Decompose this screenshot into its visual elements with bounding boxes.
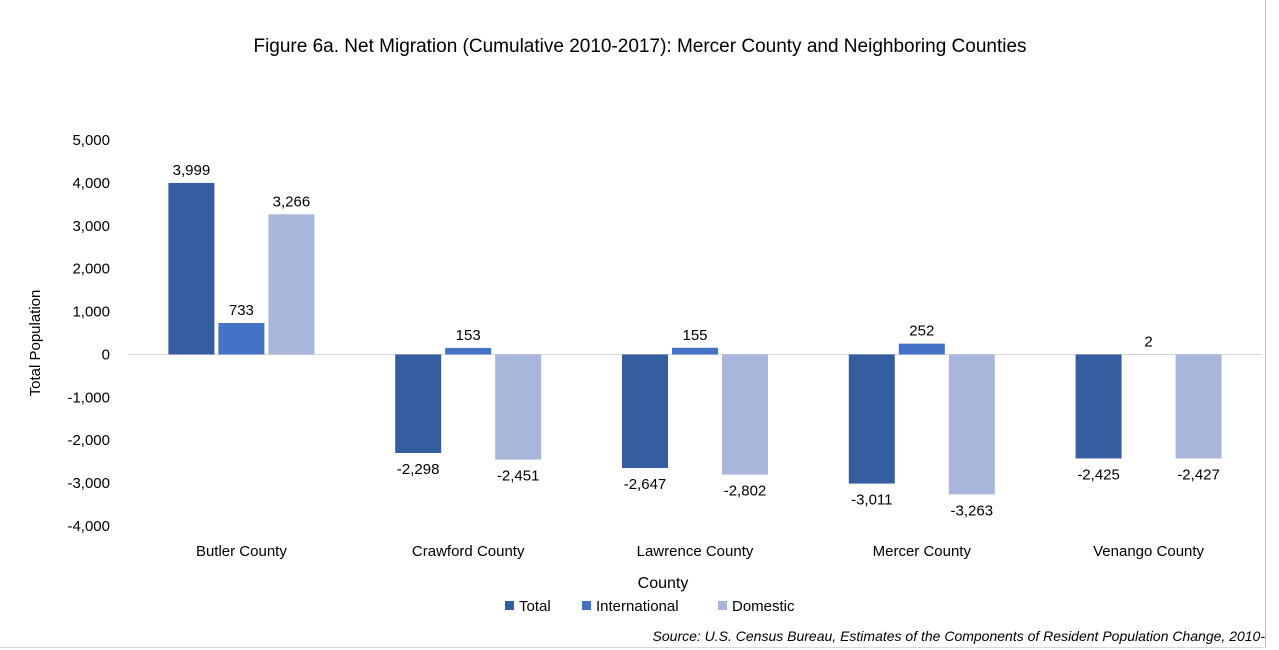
- data-label: -2,802: [724, 483, 767, 500]
- data-label: -2,451: [497, 468, 540, 485]
- legend-swatch: [718, 601, 727, 610]
- x-axis-label: County: [638, 575, 689, 592]
- legend: Total International Domestic: [505, 598, 795, 615]
- y-tick-label: 5,000: [72, 132, 110, 149]
- bar: [268, 214, 315, 355]
- bar: [948, 354, 995, 495]
- legend-swatch: [582, 601, 591, 610]
- bar: [168, 182, 215, 355]
- y-axis-label: Total Population: [27, 290, 44, 397]
- bar: [898, 343, 945, 355]
- data-label: 2: [1144, 333, 1152, 350]
- bar: [1175, 354, 1222, 459]
- data-label: -2,427: [1177, 467, 1220, 484]
- legend-swatch: [505, 601, 514, 610]
- bar: [848, 354, 895, 484]
- data-label: 733: [229, 302, 254, 319]
- y-tick-label: 4,000: [72, 175, 110, 192]
- data-label: 153: [456, 327, 481, 344]
- y-tick-label: -1,000: [67, 389, 110, 406]
- bar: [495, 354, 542, 460]
- data-label: -3,011: [851, 492, 892, 509]
- data-label: -2,425: [1077, 466, 1120, 483]
- bar: [218, 323, 265, 355]
- data-label: 3,266: [273, 193, 311, 210]
- data-label: 3,999: [173, 162, 211, 179]
- y-tick-label: 1,000: [72, 304, 110, 321]
- bar: [445, 347, 492, 355]
- data-label: -2,298: [397, 461, 440, 478]
- legend-label: Total: [519, 598, 551, 615]
- y-tick-label: 3,000: [72, 218, 110, 235]
- bar: [1075, 354, 1122, 459]
- x-axis-tick-labels: Butler County Crawford County Lawrence Cou…: [196, 543, 1205, 560]
- bar: [395, 354, 442, 454]
- y-tick-label: 0: [102, 346, 110, 363]
- chart-title: Figure 6a. Net Migration (Cumulative 201…: [253, 36, 1026, 57]
- y-tick-label: -3,000: [67, 475, 110, 492]
- data-labels: 3,999 733 3,266 -2,298 153 -2,451 -2,647 155 -2,…: [173, 162, 1220, 519]
- bars: [168, 182, 1222, 495]
- bar: [672, 347, 718, 355]
- y-tick-label: -4,000: [67, 518, 110, 535]
- legend-label: International: [596, 598, 679, 615]
- bar: [722, 354, 768, 475]
- legend-label: Domestic: [732, 598, 795, 615]
- x-tick-label: Crawford County: [412, 543, 525, 560]
- bar: [622, 354, 668, 468]
- x-tick-label: Mercer County: [873, 543, 972, 560]
- x-tick-label: Lawrence County: [637, 543, 754, 560]
- data-label: 252: [909, 323, 934, 340]
- data-label: -2,647: [624, 476, 667, 493]
- y-axis: 5,000 4,000 3,000 2,000 1,000 0 -1,000 -2,000 -3…: [67, 132, 110, 535]
- y-tick-label: -2,000: [67, 432, 110, 449]
- x-tick-label: Butler County: [196, 543, 287, 560]
- data-label: -3,263: [951, 502, 994, 519]
- data-label: 155: [682, 327, 707, 344]
- y-tick-label: 2,000: [72, 261, 110, 278]
- x-tick-label: Venango County: [1093, 543, 1204, 560]
- source-note: Source: U.S. Census Bureau, Estimates of…: [652, 628, 1265, 644]
